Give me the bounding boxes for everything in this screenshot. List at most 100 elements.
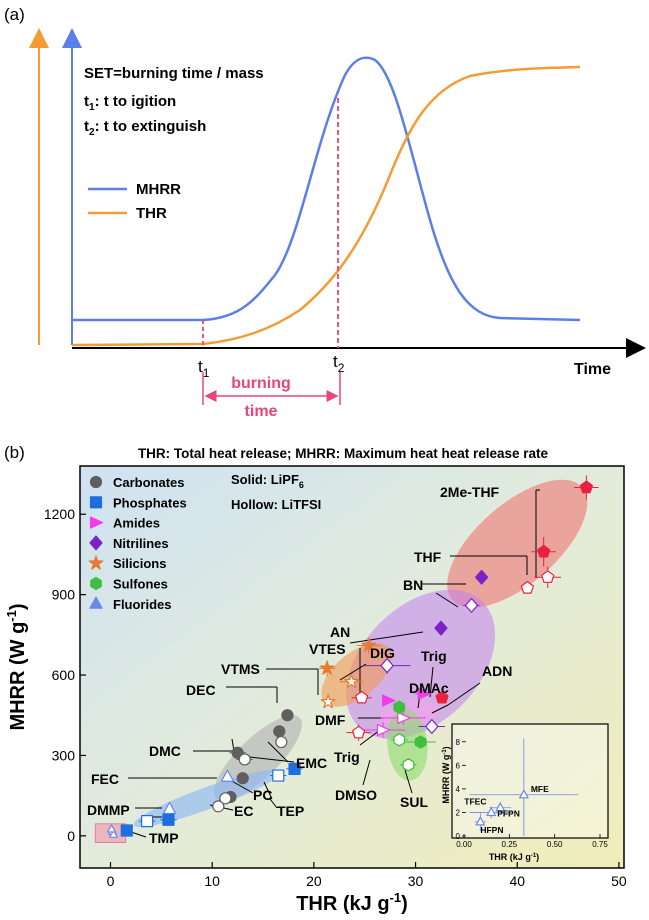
label-connector: [362, 759, 371, 786]
y-tick-label: 1200: [44, 506, 75, 522]
t2-label: t2: [333, 352, 345, 375]
data-point: [236, 772, 249, 785]
point-label: EC: [234, 803, 253, 819]
inset-point-label: TFEC: [464, 797, 486, 807]
inset-x-tick-label: 0.25: [502, 840, 518, 849]
panel-b-header: THR: Total heat release; MHRR: Maximum h…: [138, 446, 549, 461]
solid-note: Solid: LiPF6: [231, 472, 304, 490]
inset-data-point: [486, 807, 496, 817]
point-label: DMF: [315, 712, 346, 728]
data-point: [141, 815, 154, 828]
legend-marker-sulfones: [90, 576, 102, 591]
data-point: [344, 674, 359, 689]
data-point: [376, 723, 391, 737]
legend-marker-phosphates: [89, 496, 103, 509]
data-point: [393, 700, 406, 714]
data-point: [380, 658, 394, 674]
data-point: [352, 725, 366, 739]
inset-x-tick-label: 0.50: [547, 840, 563, 849]
data-point: [212, 800, 225, 813]
legend-label-silicions: Silicions: [113, 556, 166, 571]
data-point: [272, 769, 285, 782]
legend-marker-amides: [89, 516, 104, 529]
data-point: [402, 758, 415, 772]
label-connector: [229, 779, 254, 794]
point-label: VTES: [309, 641, 346, 657]
point-label: THF: [414, 549, 442, 565]
data-point: [320, 694, 336, 709]
label-connector: [349, 631, 424, 644]
panel-a-label: (a): [4, 5, 25, 24]
t1-label: t1: [198, 357, 210, 380]
data-point: [355, 690, 369, 704]
t1-definition: t1: t to igition: [84, 93, 176, 113]
data-point: [361, 637, 377, 652]
inset-data-point: [475, 816, 486, 826]
x-axis-title: THR (kJ g-1): [296, 890, 408, 915]
y-axis-title: MHRR (W g-1): [4, 603, 29, 730]
x-tick-label: 20: [306, 873, 322, 889]
y-tick-label: 600: [52, 667, 76, 683]
thr-curve: [71, 65, 581, 347]
label-connector: [435, 592, 459, 608]
x-tick-label: 10: [204, 873, 220, 889]
point-label: FEC: [91, 771, 119, 787]
label-connector: [404, 769, 413, 794]
legend-label-carbonates: Carbonates: [113, 475, 185, 490]
point-label: PC: [253, 787, 272, 803]
inset-point-label: PFPN: [497, 808, 520, 818]
label-connector: [431, 704, 449, 714]
legend-b: Carbonates Phosphates Amides Nitrilines Sili…: [88, 475, 187, 612]
point-label: DMC: [149, 743, 181, 759]
data-point: [393, 733, 406, 747]
inset-data-point: [495, 802, 506, 812]
data-point: [474, 569, 489, 585]
panel-b-label: (b): [4, 443, 25, 462]
inset-data-point: [519, 789, 529, 799]
label-connector: [447, 682, 481, 706]
inset-y-tick-label: 0: [456, 832, 461, 841]
legend-thr-label: THR: [136, 205, 167, 222]
inset-x-title: THR (kJ g-1): [489, 852, 539, 862]
legend-label-nitrilines: Nitrilines: [113, 536, 169, 551]
data-point: [414, 735, 427, 749]
data-point-fluoride-small: [107, 824, 116, 833]
data-point: [273, 725, 286, 738]
point-label: Trig: [334, 749, 360, 765]
time-label: time: [245, 403, 278, 420]
data-point: [417, 687, 431, 700]
x-tick-label: 50: [611, 873, 627, 889]
data-point: [319, 660, 335, 675]
data-point: [162, 813, 175, 826]
mhrr-curve: [72, 56, 581, 322]
legend-marker-nitrilines: [89, 535, 103, 551]
data-point: [238, 753, 251, 766]
x-tick-label: 0: [107, 873, 115, 889]
burning-label: burning: [231, 375, 291, 392]
label-connector: [263, 781, 273, 800]
data-point: [162, 801, 177, 815]
data-point: [288, 762, 301, 775]
inset-y-tick-label: 6: [456, 761, 461, 770]
point-label: EMC: [296, 755, 327, 771]
label-connector: [267, 741, 289, 763]
ellipse-silicions: [321, 643, 392, 707]
inset-x-tick-label: 0.00: [456, 840, 472, 849]
legend-label-phosphates: Phosphates: [113, 495, 187, 510]
data-point: [219, 792, 232, 805]
data-point: [435, 690, 449, 704]
ellipse-sulfones: [387, 708, 428, 781]
data-point: [579, 480, 593, 494]
inset-point-label: HFPN: [480, 825, 503, 835]
y-tick-label: 900: [52, 587, 76, 603]
legend-mhrr-label: MHRR: [136, 181, 181, 198]
inset-y-tick-label: 8: [456, 738, 461, 747]
data-point-fluoride-small: [109, 829, 119, 838]
inset-y-tick-label: 4: [456, 785, 461, 794]
hollow-note: Hollow: LiTFSI: [231, 497, 321, 512]
label-connector: [339, 663, 367, 681]
y-tick-label: 0: [67, 828, 75, 844]
inset-y-title: MHRR (W g-1): [441, 746, 451, 803]
